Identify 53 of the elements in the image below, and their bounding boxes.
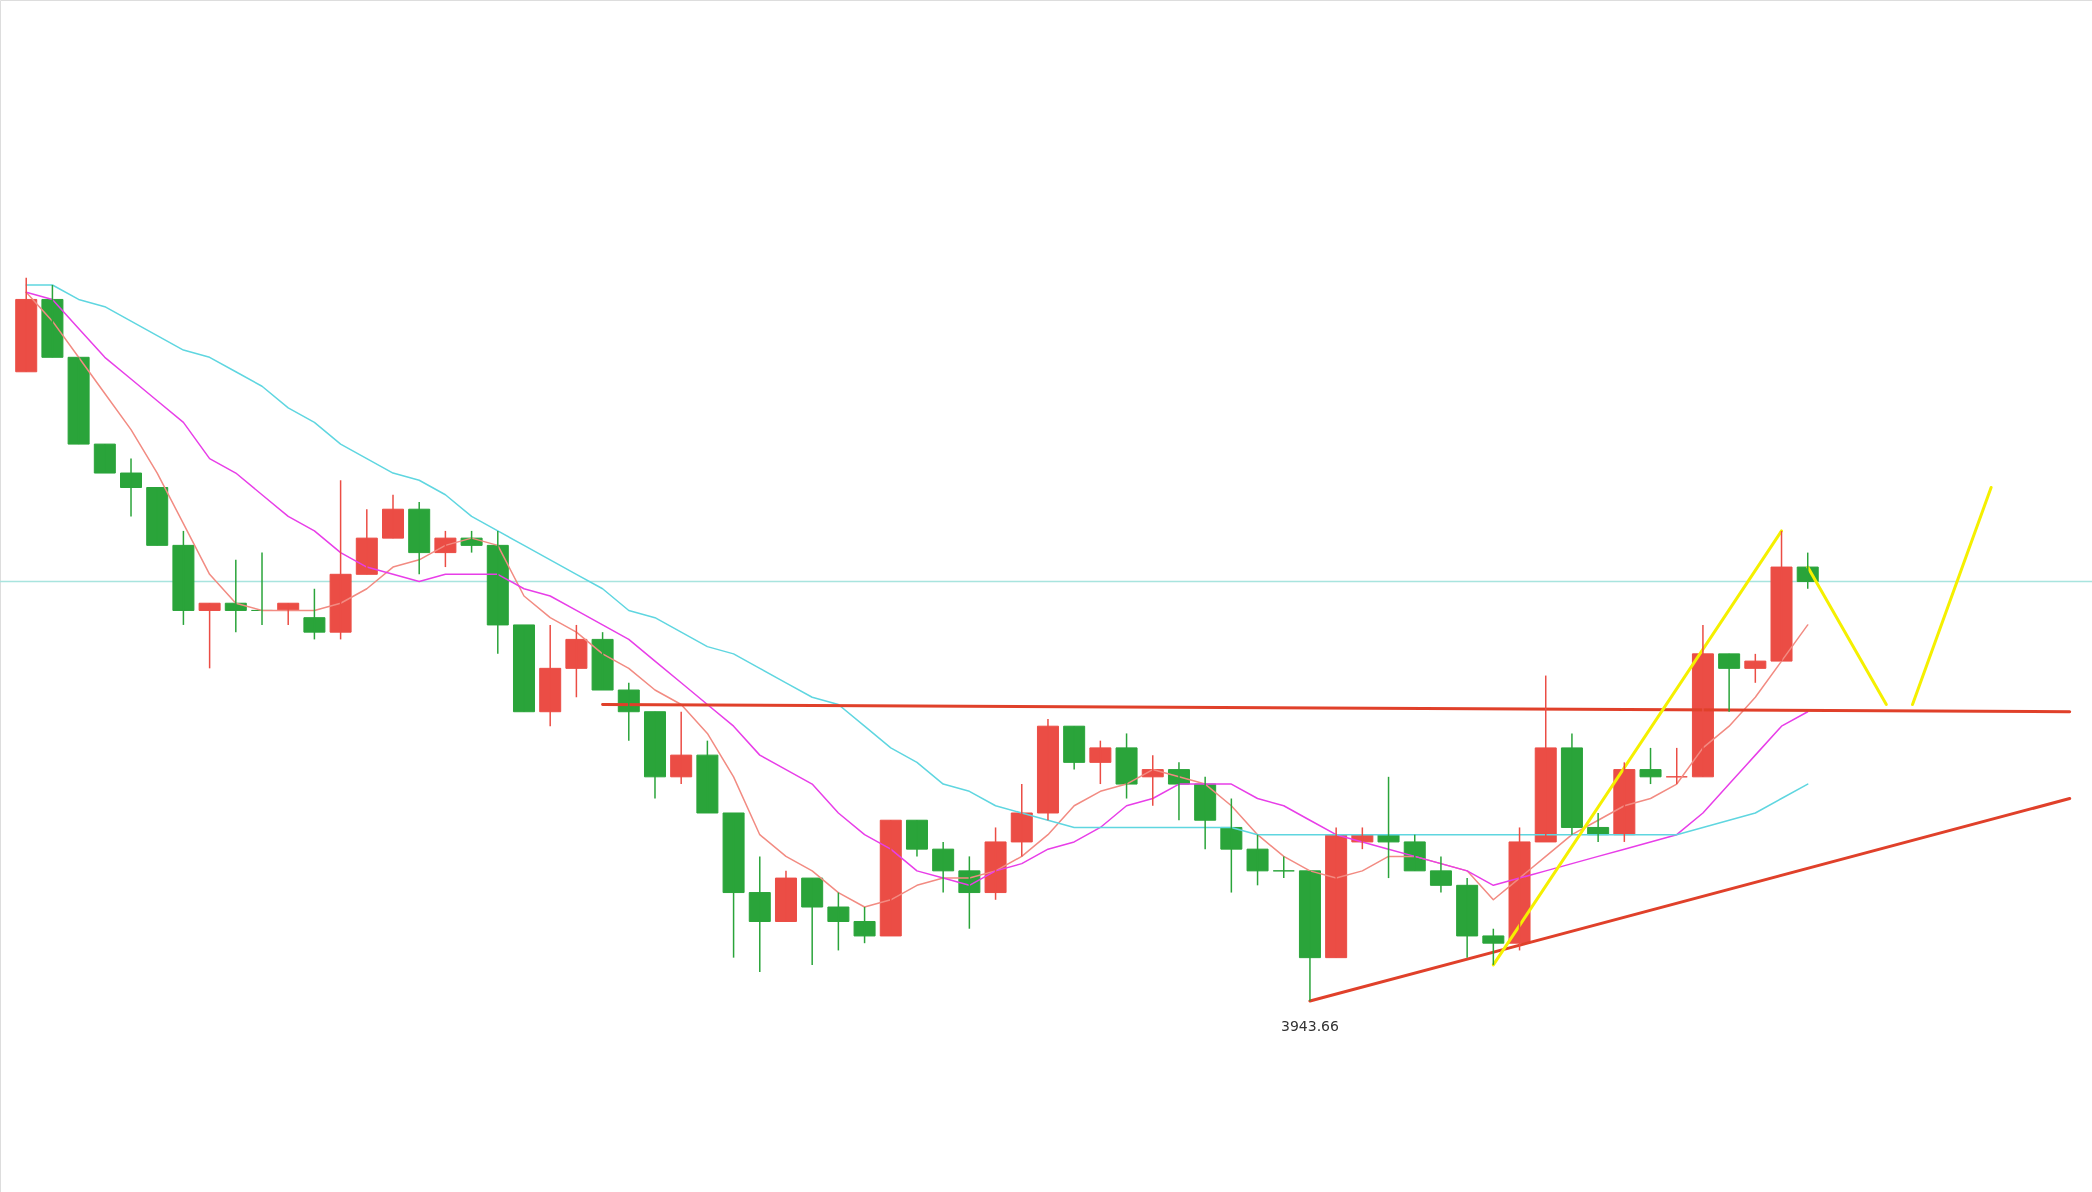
candlestick <box>408 501 431 576</box>
candlestick <box>1534 674 1557 843</box>
candlestick <box>382 493 404 539</box>
candlestick <box>1718 653 1741 713</box>
candlestick <box>748 855 771 973</box>
candlestick <box>512 624 535 713</box>
candlestick <box>303 588 326 641</box>
candlestick <box>722 812 745 959</box>
candlestick <box>172 530 195 626</box>
candlestick <box>1429 855 1452 894</box>
candlestick <box>1508 826 1531 952</box>
candlestick <box>15 277 38 373</box>
candlestick <box>879 819 902 937</box>
candlestick <box>1456 877 1479 959</box>
candlestick <box>1063 725 1086 771</box>
candlestick <box>670 710 693 785</box>
candlestick <box>801 877 824 966</box>
candlestick <box>1036 718 1059 821</box>
candlestick <box>1089 739 1112 785</box>
candlestick <box>1482 927 1505 966</box>
candlestick <box>1298 870 1321 1002</box>
candlestick <box>905 819 928 858</box>
candlestick <box>198 602 221 670</box>
candlestick <box>1272 855 1295 879</box>
candlestick <box>774 870 797 923</box>
candlestick <box>1744 653 1767 684</box>
candlestick <box>984 826 1007 901</box>
candlestick <box>1010 783 1033 858</box>
candlestick <box>932 841 955 894</box>
candlestick <box>853 906 876 944</box>
candlestick <box>1115 732 1138 800</box>
candlestick <box>1770 530 1793 662</box>
candlestick <box>643 710 666 800</box>
candlestick <box>41 284 64 359</box>
candlestick <box>1560 732 1583 836</box>
candlestick <box>591 631 614 691</box>
candlestick <box>1246 833 1269 887</box>
candlestick <box>1665 747 1688 785</box>
candlestick <box>696 739 719 814</box>
candlestick <box>539 624 562 727</box>
candlestick <box>827 891 850 952</box>
candlestick <box>93 443 116 474</box>
candlestick <box>1639 747 1662 785</box>
candlestick <box>146 486 169 547</box>
candlestick <box>1220 797 1243 894</box>
annotation: 3943.66 <box>1281 1018 1339 1035</box>
candlestick <box>1403 833 1426 872</box>
candlestick <box>67 356 90 445</box>
candlestick <box>1377 776 1400 879</box>
candlestick <box>329 479 352 641</box>
candlestick <box>120 457 143 518</box>
candlestick <box>434 530 457 568</box>
candlestick <box>565 624 588 699</box>
